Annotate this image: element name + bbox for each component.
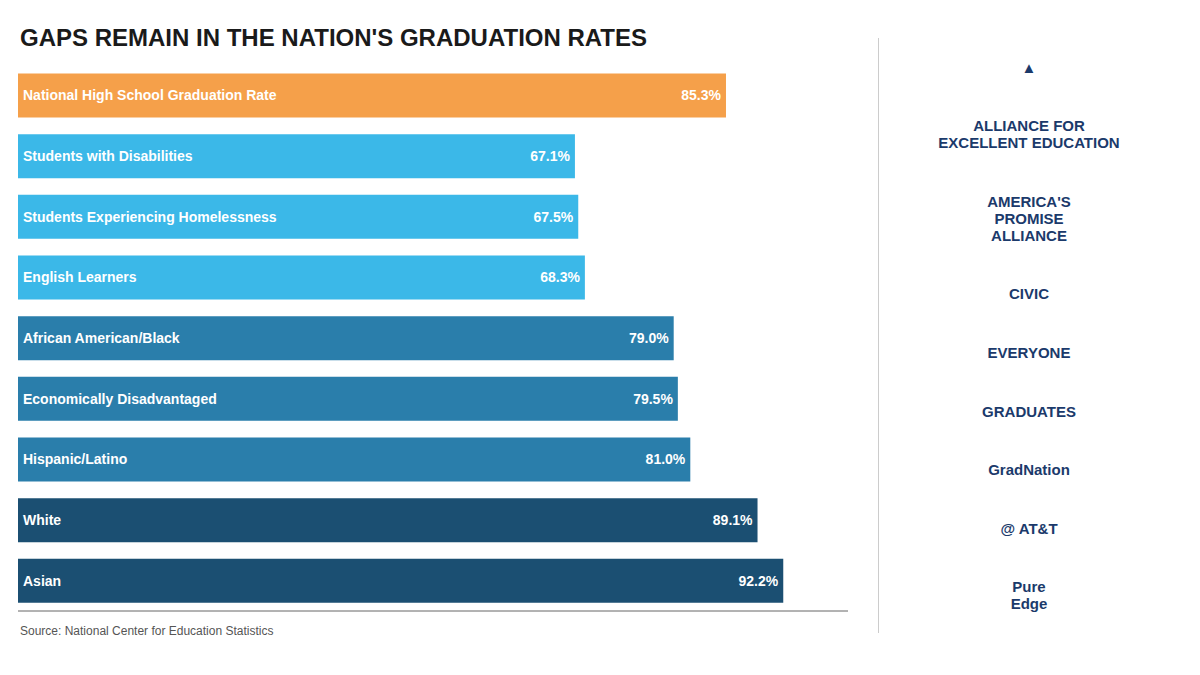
html-text:GAPS REMAIN IN THE NATION'S GR: GAPS REMAIN IN THE NATION'S GRADUATION R… [20, 24, 647, 51]
svg-text:Hispanic/Latino: Hispanic/Latino [23, 451, 127, 467]
svg-text:Students Experiencing Homeless: Students Experiencing Homelessness [23, 209, 277, 225]
html-text:CIVIC: CIVIC [1009, 285, 1049, 303]
svg-text:67.1%: 67.1% [530, 148, 570, 164]
svg-text:81.0%: 81.0% [646, 451, 686, 467]
html-text:EXCELLENT EDUCATION: EXCELLENT EDUCATION [938, 134, 1120, 152]
svg-text:Economically Disadvantaged: Economically Disadvantaged [23, 391, 217, 407]
html-text:@ AT&T: @ AT&T [1000, 519, 1058, 537]
html-text:ALLIANCE: ALLIANCE [991, 226, 1067, 244]
svg-text:African American/Black: African American/Black [23, 330, 180, 346]
html-text:Pure: Pure [1012, 578, 1046, 596]
svg-text:White: White [23, 512, 61, 528]
svg-text:Students with Disabilities: Students with Disabilities [23, 148, 193, 164]
svg-text:92.2%: 92.2% [739, 573, 779, 589]
html-text:AMERICA'S: AMERICA'S [987, 192, 1071, 210]
svg-text:68.3%: 68.3% [540, 269, 580, 285]
svg-text:67.5%: 67.5% [534, 209, 574, 225]
svg-text:85.3%: 85.3% [681, 87, 721, 103]
svg-text:89.1%: 89.1% [713, 512, 753, 528]
html-text:PROMISE: PROMISE [994, 209, 1064, 227]
svg-text:79.0%: 79.0% [629, 330, 669, 346]
html-text:Source: National Center for Ed: Source: National Center for Education St… [20, 624, 274, 638]
svg-text:English Learners: English Learners [23, 269, 137, 285]
html-text:Edge: Edge [1010, 595, 1048, 613]
svg-text:79.5%: 79.5% [633, 391, 673, 407]
html-text:ALLIANCE FOR: ALLIANCE FOR [973, 117, 1085, 135]
svg-text:Asian: Asian [23, 573, 61, 589]
html-text:EVERYONE: EVERYONE [987, 344, 1071, 361]
html-text:GRADUATES: GRADUATES [982, 402, 1076, 420]
html-text:GradNation: GradNation [988, 461, 1070, 478]
svg-text:National High School Graduatio: National High School Graduation Rate [23, 87, 277, 103]
